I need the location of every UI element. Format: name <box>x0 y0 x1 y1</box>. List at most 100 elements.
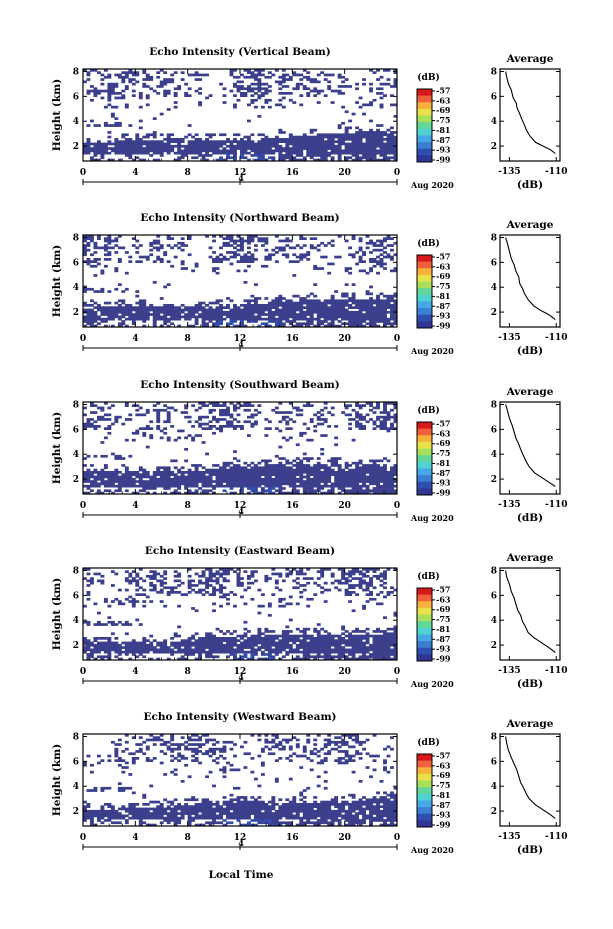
heatmap-cell <box>341 632 346 636</box>
heatmap-cell <box>379 92 384 95</box>
heatmap-cell <box>362 473 366 476</box>
heatmap-cell <box>260 637 265 640</box>
heatmap-cell <box>386 568 391 571</box>
heatmap-cell <box>358 313 363 316</box>
heatmap-cell <box>215 471 220 474</box>
heatmap-cell <box>379 299 384 303</box>
heatmap-cell <box>240 94 244 97</box>
heatmap-cell <box>288 135 293 139</box>
heatmap-cell <box>278 308 283 312</box>
heatmap-cell <box>93 246 98 250</box>
heatmap-cell <box>281 643 286 647</box>
heatmap-cell <box>365 487 370 490</box>
heatmap-cell <box>369 634 373 638</box>
heatmap-cell <box>240 477 244 481</box>
heatmap-cell <box>327 313 332 316</box>
heatmap-cell <box>236 98 241 102</box>
heatmap-cell <box>316 310 321 314</box>
heatmap-cell <box>383 324 387 328</box>
heatmap-cell <box>257 69 262 72</box>
heatmap-cell <box>267 138 272 141</box>
heatmap-cell <box>128 313 133 316</box>
heatmap-cell <box>96 477 101 481</box>
heatmap-cell <box>107 620 112 624</box>
heatmap-cell <box>390 142 394 146</box>
heatmap-cell <box>89 158 94 162</box>
heatmap-cell <box>337 581 342 585</box>
heatmap-cell <box>128 69 133 72</box>
heatmap-cell <box>390 491 394 495</box>
colorbar-tick-label: -87 <box>436 301 450 311</box>
heatmap-cell <box>295 244 300 247</box>
heatmap-cell <box>250 422 255 426</box>
heatmap-cell <box>226 568 230 571</box>
heatmap-cell <box>348 322 353 326</box>
heatmap-cell <box>124 404 129 407</box>
heatmap-cell <box>383 322 387 326</box>
heatmap-cell <box>330 634 335 638</box>
heatmap-cell <box>191 607 196 610</box>
heatmap-cell <box>208 471 213 474</box>
heatmap-cell <box>309 577 314 580</box>
heatmap-cell <box>177 241 182 245</box>
heatmap-cell <box>348 304 353 307</box>
heatmap-cell <box>152 151 157 155</box>
heatmap-cell <box>278 98 283 102</box>
heatmap-cell <box>253 258 258 261</box>
heatmap-cell <box>355 577 360 580</box>
heatmap-cell <box>135 301 140 305</box>
heatmap-cell <box>257 630 262 633</box>
colorbar-tick-label: -93 <box>436 145 451 155</box>
heatmap-cell <box>201 142 206 146</box>
heatmap-cell <box>152 135 157 139</box>
heatmap-cell <box>135 294 140 298</box>
heatmap-cell <box>222 313 227 316</box>
heatmap-cell <box>274 641 279 645</box>
heatmap-cell <box>376 124 380 127</box>
heatmap-cell <box>337 457 342 460</box>
heatmap-cell <box>355 158 360 162</box>
heatmap-cell <box>163 71 168 74</box>
heatmap-cell <box>138 568 143 571</box>
heatmap-cell <box>267 315 272 319</box>
heatmap-cell <box>260 158 265 162</box>
heatmap-cell <box>226 156 230 160</box>
heatmap-cell <box>208 639 213 642</box>
heatmap-cell <box>117 306 122 309</box>
heatmap-cell <box>369 154 373 157</box>
heatmap-cell <box>131 306 136 309</box>
heatmap-cell <box>212 593 216 596</box>
heatmap-cell <box>100 477 105 481</box>
heatmap-cell <box>194 147 199 150</box>
heatmap-cell <box>344 85 349 88</box>
heatmap-cell <box>369 471 373 474</box>
heatmap-cell <box>355 149 360 153</box>
heatmap-cell <box>93 89 98 93</box>
heatmap-cell <box>306 477 311 481</box>
heatmap-cell <box>302 75 307 79</box>
heatmap-cell <box>236 140 241 143</box>
heatmap-cell <box>100 73 105 77</box>
heatmap-cell <box>229 244 234 247</box>
heatmap-cell <box>281 436 286 440</box>
heatmap-cell <box>313 299 318 303</box>
heatmap-cell <box>219 418 223 421</box>
heatmap-cell <box>128 144 133 148</box>
heatmap-cell <box>369 317 373 321</box>
heatmap-cell <box>383 315 387 319</box>
heatmap-cell <box>205 482 209 486</box>
heatmap-cell <box>372 98 377 102</box>
heatmap-cell <box>191 313 196 316</box>
heatmap-cell <box>271 320 276 323</box>
heatmap-cell <box>166 80 171 84</box>
heatmap-cell <box>330 294 335 298</box>
heatmap-cell <box>257 411 262 414</box>
heatmap-cell <box>149 87 154 91</box>
heatmap-cell <box>205 144 209 148</box>
heatmap-cell <box>142 320 147 323</box>
heatmap-cell <box>372 597 377 601</box>
heatmap-cell <box>83 151 87 155</box>
heatmap-cell <box>191 477 196 481</box>
heatmap-cell <box>138 126 143 130</box>
heatmap-cell <box>267 484 272 488</box>
